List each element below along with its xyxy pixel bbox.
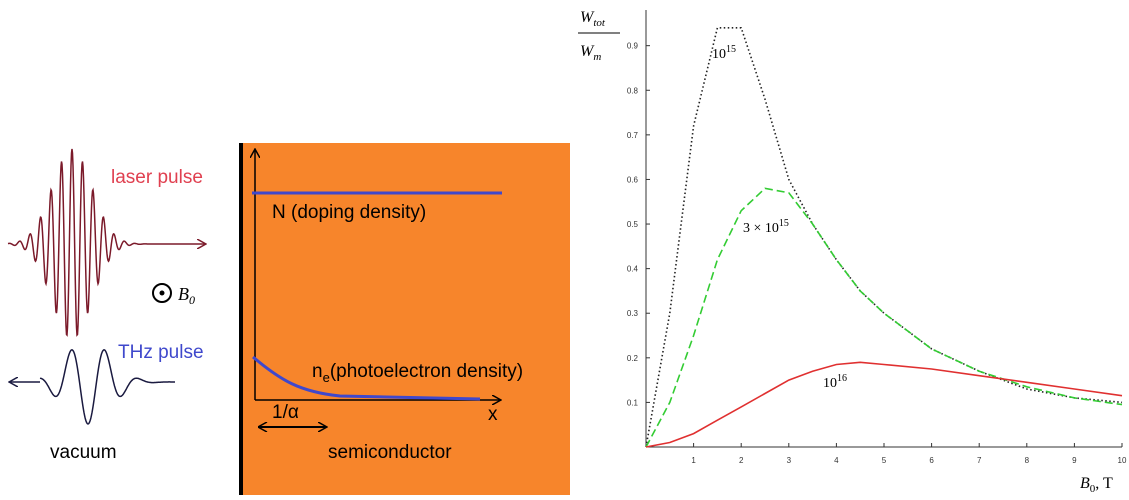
x-tick-label: 9 xyxy=(1072,456,1077,465)
x-label: x xyxy=(488,404,498,425)
y-tick-label: 0.3 xyxy=(627,309,639,318)
laser-label: laser pulse xyxy=(111,167,203,188)
x-tick-label: 7 xyxy=(977,456,982,465)
ne-subscript: e xyxy=(323,370,330,385)
vacuum-label: vacuum xyxy=(50,442,117,463)
series-line xyxy=(646,362,1122,447)
material-label: semiconductor xyxy=(328,442,452,463)
ne-symbol: n xyxy=(312,361,323,382)
curve-annotation: 1015 xyxy=(712,44,736,62)
y-tick-label: 0.7 xyxy=(627,131,639,140)
y-tick-label: 0.8 xyxy=(627,86,639,95)
x-tick-label: 2 xyxy=(739,456,744,465)
x-tick-label: 4 xyxy=(834,456,839,465)
x-tick-label: 5 xyxy=(882,456,887,465)
y-tick-label: 0.9 xyxy=(627,42,639,51)
series-line xyxy=(646,188,1122,447)
y-tick-label: 0.4 xyxy=(627,265,639,274)
ne-text: (photoelectron density) xyxy=(330,361,523,382)
y-label-top: Wtot xyxy=(580,9,606,29)
depth-label: 1/α xyxy=(272,402,299,423)
series-line xyxy=(646,28,1122,447)
annotation-base: 3 × 10 xyxy=(743,221,779,236)
field-symbol-dot xyxy=(160,291,165,296)
doping-label: N (doping density) xyxy=(272,202,426,223)
y-label-bottom-subscript: m xyxy=(593,51,601,63)
ne-label: ne(photoelectron density) xyxy=(312,361,523,385)
x-label-unit: , T xyxy=(1095,475,1113,492)
thz-label: THz pulse xyxy=(118,342,204,363)
page: laser pulse B0 THz pulse vacuum N (dopin… xyxy=(0,0,1129,500)
y-tick-label: 0.1 xyxy=(627,398,639,407)
annotation-sup: 16 xyxy=(837,373,847,384)
x-tick-label: 1 xyxy=(691,456,696,465)
curve-annotation: 1016 xyxy=(823,373,847,391)
x-tick-label: 6 xyxy=(929,456,934,465)
annotation-sup: 15 xyxy=(779,218,789,229)
y-tick-label: 0.6 xyxy=(627,175,639,184)
figure: laser pulse B0 THz pulse vacuum N (dopin… xyxy=(0,0,1129,495)
y-tick-label: 0.2 xyxy=(627,354,639,363)
field-label: B0 xyxy=(178,284,195,307)
annotation-sup: 15 xyxy=(726,44,736,55)
x-tick-label: 10 xyxy=(1118,456,1127,465)
annotation-base: 10 xyxy=(712,47,726,62)
y-label-top-subscript: tot xyxy=(593,17,606,29)
x-tick-label: 3 xyxy=(787,456,792,465)
field-symbol: B xyxy=(178,284,189,304)
x-axis-label: B0, T xyxy=(1080,475,1113,495)
x-label-symbol: B xyxy=(1080,475,1090,492)
field-subscript: 0 xyxy=(189,293,195,307)
annotation-base: 10 xyxy=(823,376,837,391)
curve-annotation: 3 × 1015 xyxy=(743,218,789,236)
x-tick-label: 8 xyxy=(1025,456,1030,465)
y-label-bottom: Wm xyxy=(580,43,601,63)
y-tick-label: 0.5 xyxy=(627,220,639,229)
